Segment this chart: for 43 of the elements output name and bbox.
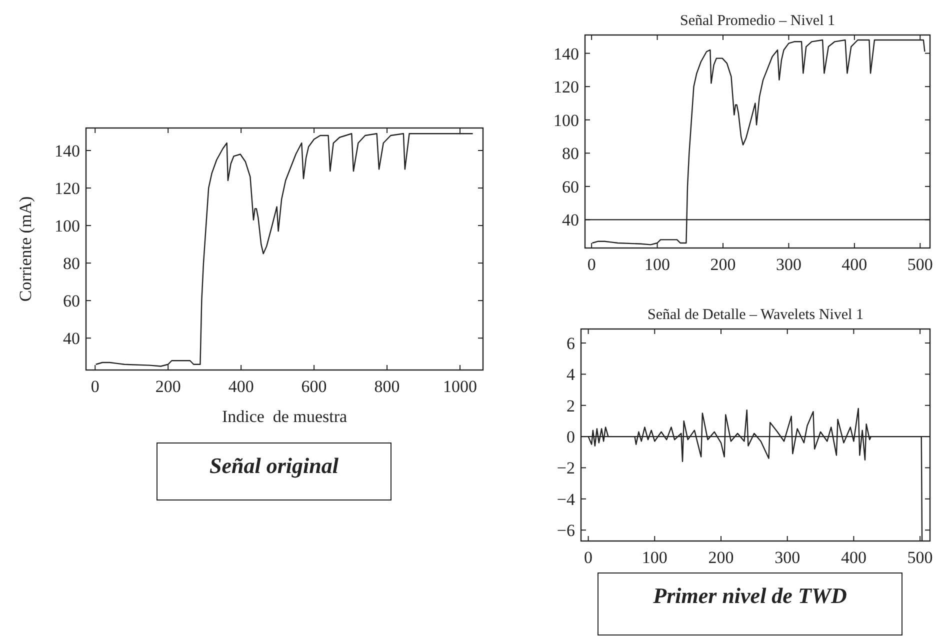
y-tick-label: 40 xyxy=(562,210,579,230)
x-tick-label: 200 xyxy=(708,548,734,567)
x-axis-title: Indice de muestra xyxy=(222,407,348,426)
x-tick-label: 500 xyxy=(907,255,933,274)
x-tick-label: 400 xyxy=(840,548,866,567)
y-tick-label: 4 xyxy=(566,365,576,384)
y-tick-label: 80 xyxy=(562,144,579,164)
y-tick-label: 100 xyxy=(54,216,80,236)
x-tick-label: 0 xyxy=(90,377,100,396)
y-tick-label: 80 xyxy=(63,254,80,274)
y-tick-label: 0 xyxy=(566,428,575,447)
y-tick-label: 60 xyxy=(63,292,80,311)
x-tick-label: 0 xyxy=(587,255,596,274)
y-tick-label: 120 xyxy=(54,178,80,198)
x-tick-label: 400 xyxy=(228,377,254,396)
x-tick-label: 300 xyxy=(774,548,800,567)
chart-title: Señal de Detalle – Wavelets Nivel 1 xyxy=(648,307,864,323)
text: Primer nivel de TWD xyxy=(652,583,847,608)
x-tick-label: 100 xyxy=(642,548,668,567)
x-tick-label: 600 xyxy=(301,377,327,396)
y-tick-label: 2 xyxy=(566,396,575,416)
y-tick-label: 140 xyxy=(54,141,80,160)
x-tick-label: 400 xyxy=(842,255,868,274)
x-tick-label: 100 xyxy=(644,255,670,274)
y-axis-title: Corriente (mA) xyxy=(16,196,35,302)
y-tick-label: 100 xyxy=(554,110,579,130)
y-tick-label: 40 xyxy=(63,329,80,348)
y-tick-label: 60 xyxy=(562,177,579,196)
x-tick-label: 200 xyxy=(710,255,736,274)
y-tick-label: 6 xyxy=(566,334,575,353)
x-tick-label: 800 xyxy=(374,377,400,396)
x-tick-label: 0 xyxy=(584,548,593,567)
y-tick-label: 120 xyxy=(554,78,579,97)
y-tick-label: 140 xyxy=(554,44,579,64)
x-tick-label: 300 xyxy=(776,255,802,274)
y-tick-label: −2 xyxy=(556,458,575,478)
y-tick-label: −4 xyxy=(556,490,576,509)
x-tick-label: 500 xyxy=(907,548,933,567)
x-tick-label: 200 xyxy=(155,377,181,396)
text: Señal original xyxy=(210,453,340,478)
chart-title: Señal Promedio – Nivel 1 xyxy=(680,13,835,29)
y-tick-label: −6 xyxy=(556,521,575,540)
x-tick-label: 1000 xyxy=(443,377,478,396)
